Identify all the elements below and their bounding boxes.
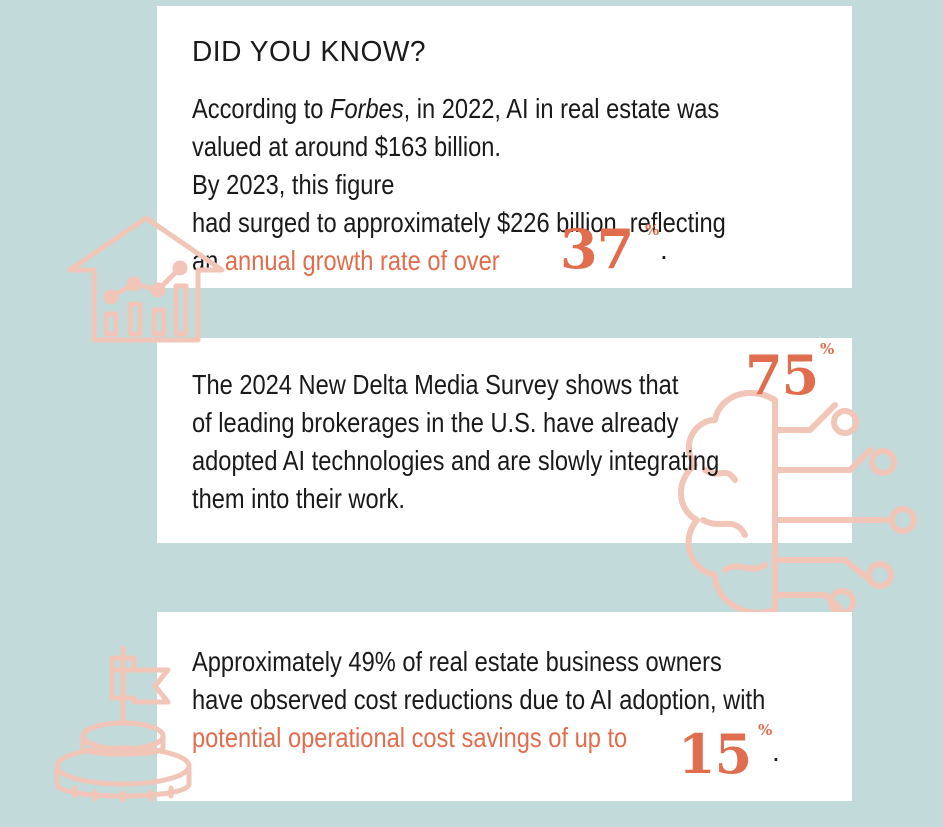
section-heading: DID YOU KNOW? [192, 36, 426, 68]
fact-card-growth [157, 6, 852, 288]
fact-cost-highlight: potential operational cost savings of up… [192, 722, 628, 753]
stat-adoption-unit: % [820, 340, 835, 358]
fact-source: Forbes [330, 93, 404, 124]
fact-growth-body: , in 2022, AI in real estate was valued … [192, 93, 726, 276]
fact-growth-text: According to Forbes, in 2022, AI in real… [192, 90, 726, 280]
stat-cost-value: 15 [678, 722, 752, 786]
stat-adoption-value: 75 [745, 343, 819, 407]
fact-card-cost [157, 612, 852, 801]
fact-card-adoption [157, 338, 852, 543]
house-chart-icon [67, 215, 225, 343]
fact-growth-period: . [660, 234, 668, 265]
brain-circuit-icon [678, 389, 917, 616]
fact-cost-text: Approximately 49% of real estate busines… [192, 646, 766, 753]
stat-growth-unit: % [645, 221, 660, 239]
fact-growth-highlight: annual growth rate of over [224, 245, 500, 276]
stat-growth-value: 37 [560, 217, 634, 281]
fact-growth-lead: According to [192, 93, 331, 124]
fact-cost-period: . [772, 736, 780, 767]
stat-cost-unit: % [758, 721, 773, 739]
fact-adoption-text: The 2024 New Delta Media Survey shows th… [192, 369, 720, 514]
flag-on-coins-icon [54, 645, 192, 803]
